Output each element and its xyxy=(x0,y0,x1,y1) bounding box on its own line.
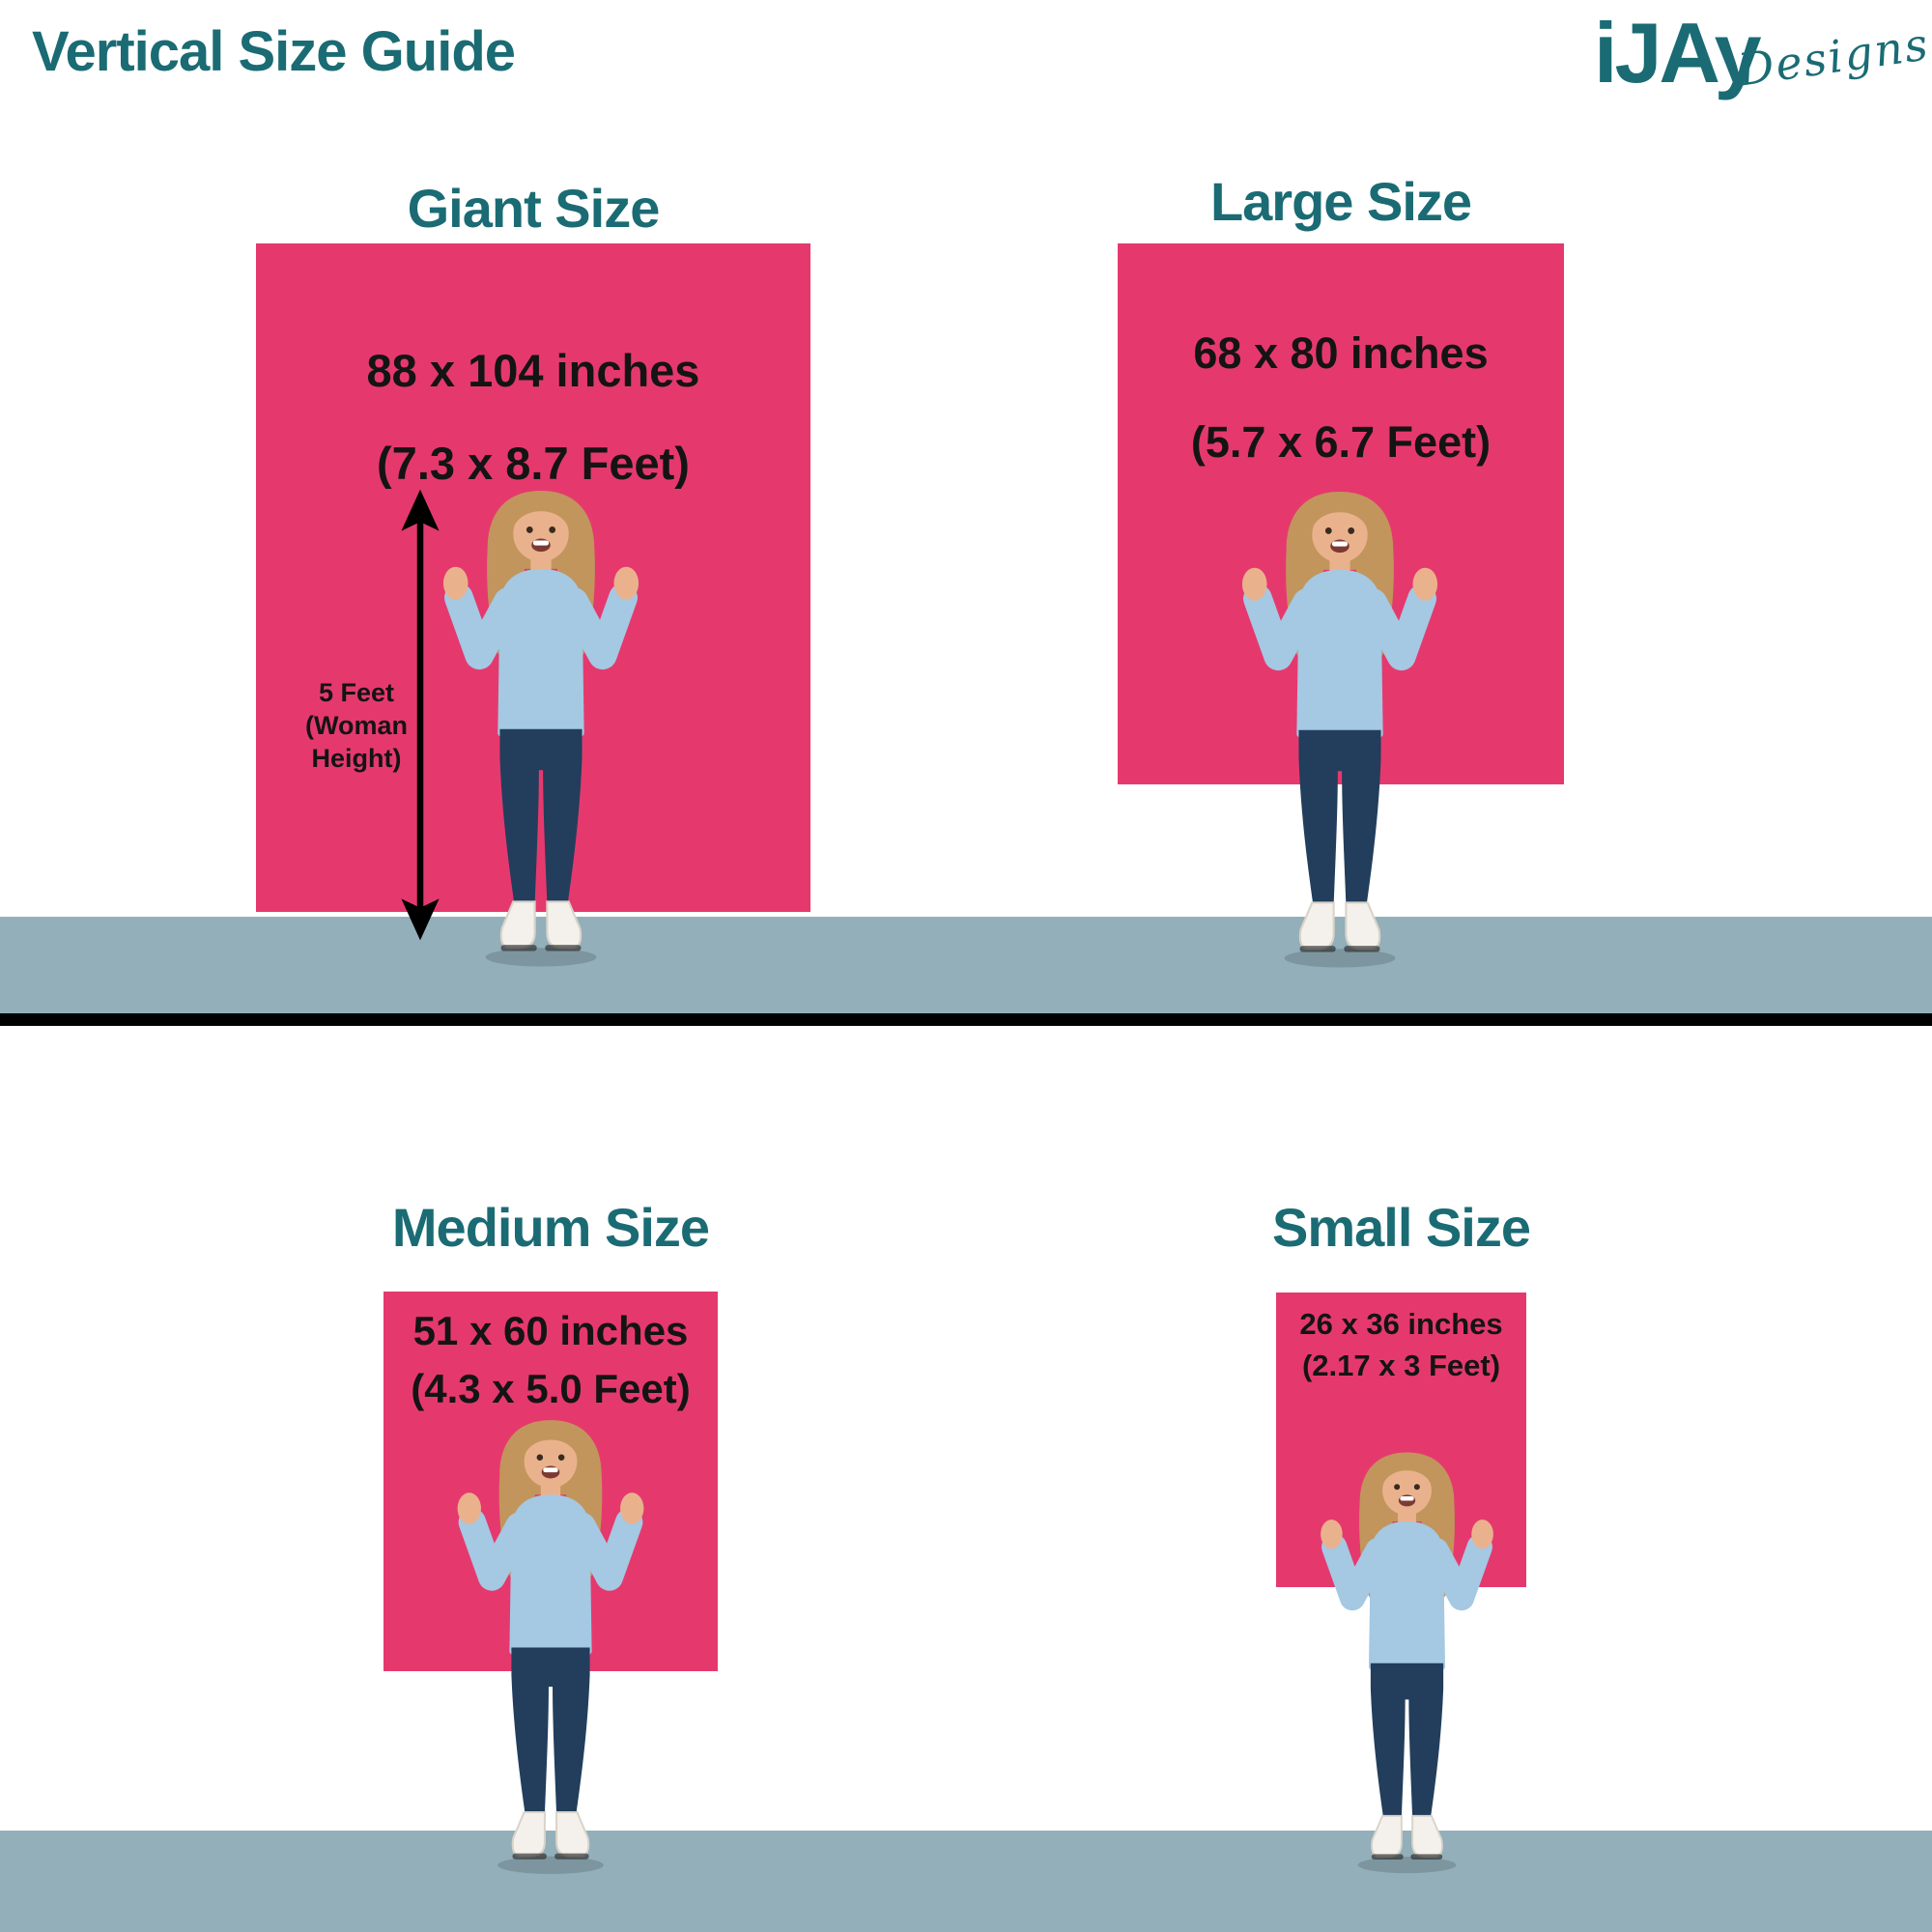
woman-figure-large xyxy=(1227,479,1453,973)
medium-size-inches: 51 x 60 inches xyxy=(412,1308,689,1353)
woman-height-label-line1: 5 Feet xyxy=(318,678,395,707)
woman-height-label: 5 Feet (Woman Height) xyxy=(284,676,429,775)
large-size-feet: (5.7 x 6.7 Feet) xyxy=(1190,417,1492,467)
brand-logo: iJAy xyxy=(1594,5,1762,100)
giant-size-feet: (7.3 x 8.7 Feet) xyxy=(377,438,690,489)
floor-band-top xyxy=(0,917,1932,1013)
page-title: Vertical Size Guide xyxy=(32,20,516,83)
small-size-title: Small Size xyxy=(1271,1197,1531,1258)
woman-height-label-line3: Height) xyxy=(311,744,402,773)
woman-figure-giant xyxy=(428,478,654,972)
giant-size-title: Giant Size xyxy=(407,178,661,239)
medium-size-feet: (4.3 x 5.0 Feet) xyxy=(411,1366,691,1411)
large-size-title: Large Size xyxy=(1209,171,1472,232)
small-size-inches: 26 x 36 inches xyxy=(1299,1307,1503,1341)
giant-size-inches: 88 x 104 inches xyxy=(366,345,700,396)
section-divider-line xyxy=(0,1013,1932,1026)
medium-size-title: Medium Size xyxy=(391,1197,710,1258)
large-size-inches: 68 x 80 inches xyxy=(1193,328,1489,378)
woman-height-label-line2: (Woman xyxy=(305,711,408,740)
small-size-feet: (2.17 x 3 Feet) xyxy=(1301,1349,1501,1382)
floor-band-bottom xyxy=(0,1831,1932,1932)
brand-logo-suffix: Designs xyxy=(1735,17,1932,97)
woman-figure-medium xyxy=(442,1408,659,1879)
woman-figure-small xyxy=(1307,1441,1507,1878)
